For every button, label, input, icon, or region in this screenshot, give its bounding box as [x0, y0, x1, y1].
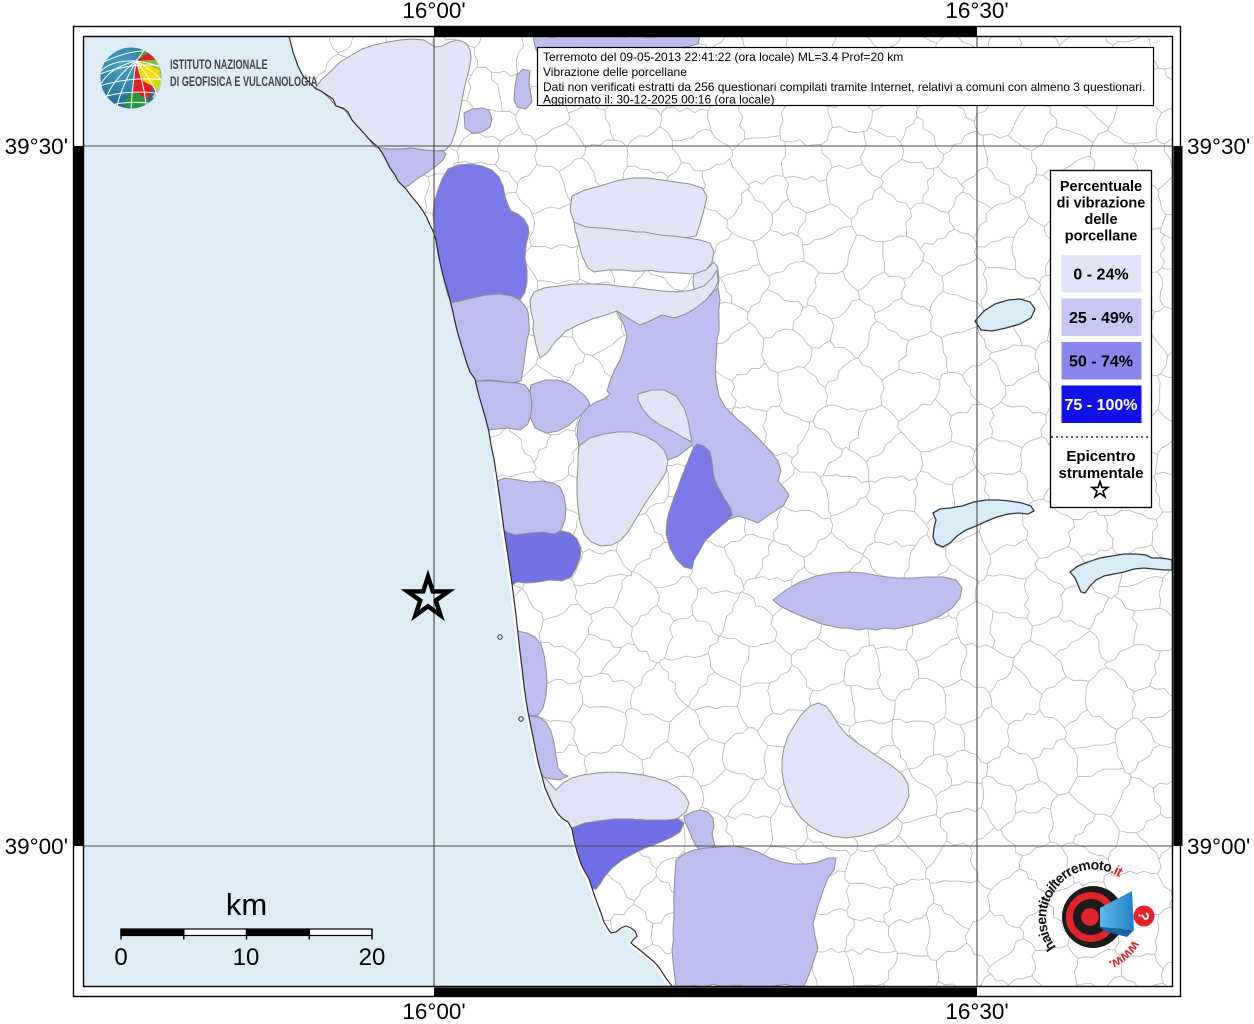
svg-text:di vibrazione: di vibrazione — [1057, 196, 1146, 212]
svg-text:delle: delle — [1084, 212, 1117, 228]
svg-text:Aggiornato il: 30-12-2025 00:1: Aggiornato il: 30-12-2025 00:16 (ora loc… — [543, 93, 774, 107]
svg-text:20: 20 — [359, 944, 386, 971]
svg-text:DI GEOFISICA E VULCANOLOGIA: DI GEOFISICA E VULCANOLOGIA — [170, 75, 318, 89]
svg-text:?: ? — [1134, 911, 1152, 922]
svg-text:porcellane: porcellane — [1065, 229, 1138, 245]
svg-text:39°30': 39°30' — [5, 134, 68, 159]
svg-text:75 - 100%: 75 - 100% — [1065, 397, 1138, 414]
svg-text:ISTITUTO NAZIONALE: ISTITUTO NAZIONALE — [170, 58, 268, 72]
svg-text:39°00': 39°00' — [5, 834, 68, 859]
svg-text:16°00': 16°00' — [402, 0, 465, 23]
svg-text:39°30': 39°30' — [1187, 134, 1250, 159]
svg-text:0: 0 — [114, 944, 127, 971]
svg-text:Vibrazione delle porcellane: Vibrazione delle porcellane — [543, 65, 687, 79]
svg-text:strumentale: strumentale — [1058, 465, 1143, 482]
svg-text:16°30': 16°30' — [945, 999, 1008, 1024]
svg-text:50 - 74%: 50 - 74% — [1069, 354, 1133, 371]
svg-text:16°00': 16°00' — [402, 999, 465, 1024]
svg-text:Percentuale: Percentuale — [1060, 179, 1142, 195]
svg-text:Epicentro: Epicentro — [1066, 448, 1135, 465]
svg-text:10: 10 — [233, 944, 260, 971]
svg-text:25 - 49%: 25 - 49% — [1069, 310, 1133, 327]
svg-text:0 - 24%: 0 - 24% — [1073, 267, 1128, 284]
svg-text:16°30': 16°30' — [945, 0, 1008, 23]
svg-text:Dati non verificati estratti d: Dati non verificati estratti da 256 ques… — [543, 80, 1145, 94]
svg-text:39°00': 39°00' — [1187, 834, 1250, 859]
svg-text:km: km — [226, 887, 267, 922]
svg-text:Terremoto del 09-05-2013 22:41: Terremoto del 09-05-2013 22:41:22 (ora l… — [543, 50, 903, 64]
